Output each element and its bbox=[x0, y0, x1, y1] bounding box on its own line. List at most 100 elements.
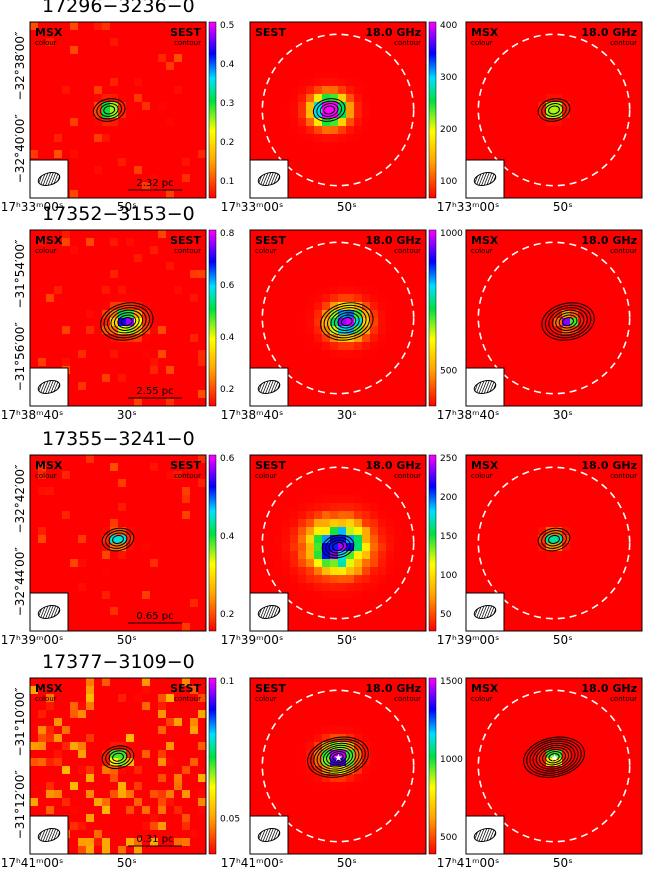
pixel bbox=[354, 559, 363, 568]
pixel bbox=[134, 366, 143, 375]
pixel bbox=[110, 615, 119, 624]
pixel bbox=[166, 599, 175, 608]
pixel bbox=[618, 118, 627, 127]
pixel bbox=[142, 830, 151, 839]
pixel bbox=[78, 575, 87, 584]
pixel bbox=[506, 374, 515, 383]
pixel bbox=[498, 495, 507, 504]
pixel bbox=[322, 38, 331, 47]
pixel bbox=[602, 583, 611, 592]
pixel bbox=[354, 398, 363, 407]
pixel bbox=[198, 238, 207, 247]
pixel bbox=[634, 607, 643, 616]
pixel bbox=[150, 390, 159, 399]
pixel bbox=[626, 30, 635, 39]
pixel bbox=[94, 471, 103, 480]
pixel bbox=[466, 134, 475, 143]
pixel bbox=[538, 70, 547, 79]
pixel bbox=[274, 527, 283, 536]
pixel bbox=[498, 70, 507, 79]
pixel bbox=[94, 742, 103, 751]
pixel bbox=[474, 54, 483, 63]
pixel bbox=[46, 455, 55, 464]
pixel bbox=[78, 262, 87, 271]
pixel bbox=[506, 527, 515, 536]
pixel bbox=[282, 551, 291, 560]
pixel bbox=[94, 398, 103, 407]
pixel bbox=[158, 551, 167, 560]
pixel bbox=[282, 495, 291, 504]
scale-label: 0.65 pc bbox=[136, 611, 173, 622]
pixel bbox=[346, 374, 355, 383]
pixel bbox=[78, 822, 87, 831]
pixel bbox=[362, 623, 371, 632]
pixel bbox=[298, 527, 307, 536]
pixel bbox=[506, 190, 515, 199]
pixel bbox=[266, 310, 275, 319]
pixel bbox=[54, 527, 63, 536]
pixel bbox=[338, 559, 347, 568]
pixel bbox=[198, 342, 207, 351]
pixel bbox=[594, 54, 603, 63]
pixel bbox=[514, 374, 523, 383]
pixel bbox=[570, 142, 579, 151]
row-title: 17296−3236−0 bbox=[42, 0, 195, 17]
pixel bbox=[610, 551, 619, 560]
pixel bbox=[78, 254, 87, 263]
pixel bbox=[522, 102, 531, 111]
pixel bbox=[94, 543, 103, 552]
pixel bbox=[498, 543, 507, 552]
pixel bbox=[78, 118, 87, 127]
pixel bbox=[134, 718, 143, 727]
pixel bbox=[554, 286, 563, 295]
pixel bbox=[634, 599, 643, 608]
pixel bbox=[482, 22, 491, 31]
pixel bbox=[46, 463, 55, 472]
pixel bbox=[158, 583, 167, 592]
pixel bbox=[78, 110, 87, 119]
pixel bbox=[610, 126, 619, 135]
pixel bbox=[322, 567, 331, 576]
pixel bbox=[46, 734, 55, 743]
pixel bbox=[86, 734, 95, 743]
pixel bbox=[86, 126, 95, 135]
pixel bbox=[626, 46, 635, 55]
pixel bbox=[142, 591, 151, 600]
pixel bbox=[394, 102, 403, 111]
pixel bbox=[538, 22, 547, 31]
pixel bbox=[126, 615, 135, 624]
pixel bbox=[30, 535, 39, 544]
pixel bbox=[570, 30, 579, 39]
pixel bbox=[530, 503, 539, 512]
pixel bbox=[474, 487, 483, 496]
pixel bbox=[610, 270, 619, 279]
pixel bbox=[258, 487, 267, 496]
pixel bbox=[274, 294, 283, 303]
pixel bbox=[490, 519, 499, 528]
pixel bbox=[102, 230, 111, 239]
pixel bbox=[626, 302, 635, 311]
pixel bbox=[126, 286, 135, 295]
pixel bbox=[378, 535, 387, 544]
pixel bbox=[530, 575, 539, 584]
pixel bbox=[410, 374, 419, 383]
pixel bbox=[38, 286, 47, 295]
pixel bbox=[394, 286, 403, 295]
pixel bbox=[78, 742, 87, 751]
pixel bbox=[370, 46, 379, 55]
pixel bbox=[30, 254, 39, 263]
pixel bbox=[586, 567, 595, 576]
pixel bbox=[594, 519, 603, 528]
pixel bbox=[490, 118, 499, 127]
pixel bbox=[610, 158, 619, 167]
pixel bbox=[118, 230, 127, 239]
pixel bbox=[102, 94, 111, 103]
pixel bbox=[118, 38, 127, 47]
pixel bbox=[330, 503, 339, 512]
pixel bbox=[94, 846, 103, 855]
contour bbox=[117, 314, 137, 329]
pixel bbox=[78, 535, 87, 544]
pixel bbox=[70, 326, 79, 335]
panel-left-label: MSX bbox=[35, 459, 63, 472]
x-tick-label: 50ˢ bbox=[337, 200, 357, 214]
